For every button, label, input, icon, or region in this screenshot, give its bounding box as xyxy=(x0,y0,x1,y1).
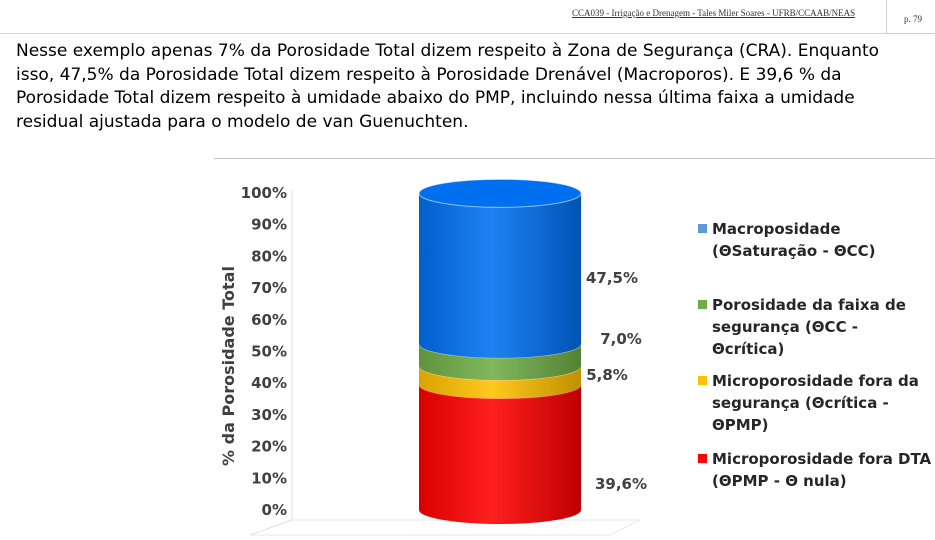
legend-label: Macroposidade (ΘSaturação - ΘCC) xyxy=(712,220,876,260)
header-divider xyxy=(0,33,886,34)
data-label: 5,8% xyxy=(586,366,628,384)
y-axis-title: % da Porosidade Total xyxy=(219,266,238,466)
y-axis-ticks: 0% 10% 20% 30% 40% 50% 60% 70% 80% 90% 100% xyxy=(241,184,287,519)
bar-segment-top xyxy=(418,178,582,208)
legend-swatch xyxy=(698,454,707,463)
legend-label: Microporosidade fora da segurança (Θcrít… xyxy=(712,372,919,434)
data-label: 7,0% xyxy=(600,330,642,348)
y-tick-label: 80% xyxy=(251,247,287,265)
bar-segment xyxy=(419,193,581,358)
header-course-reference: CCA039 - Irrigação e Drenagem - Tales Mi… xyxy=(572,8,856,18)
y-tick-label: 50% xyxy=(251,343,287,361)
data-labels: 39,6% 5,8% 7,0% 47,5% xyxy=(586,269,647,493)
bar-segment xyxy=(419,366,581,399)
data-label: 39,6% xyxy=(595,475,647,493)
y-tick-label: 60% xyxy=(251,311,287,329)
bar-stack xyxy=(418,178,582,524)
chart-floor-edge xyxy=(250,519,641,536)
legend-swatch xyxy=(698,300,707,309)
y-tick-label: 70% xyxy=(251,279,287,297)
legend-label: Porosidade da faixa de segurança (ΘCC - … xyxy=(712,296,906,358)
page-number: p. 79 xyxy=(904,14,922,24)
bar-segment xyxy=(419,343,581,381)
legend-swatch xyxy=(698,376,707,385)
y-tick-label: 90% xyxy=(251,216,287,234)
y-tick-label: 10% xyxy=(251,469,287,487)
y-tick-label: 30% xyxy=(251,406,287,424)
y-tick-label: 100% xyxy=(241,184,287,202)
y-tick-label: 0% xyxy=(262,501,287,519)
page-number-box xyxy=(886,0,935,34)
data-label: 47,5% xyxy=(586,269,638,287)
legend-label: Microporosidade fora DTA (ΘPMP - Θ nula) xyxy=(712,450,932,490)
y-tick-label: 40% xyxy=(251,374,287,392)
y-tick-label: 20% xyxy=(251,438,287,456)
body-paragraph: Nesse exemplo apenas 7% da Porosidade To… xyxy=(16,41,880,132)
bar-segment xyxy=(419,384,581,524)
legend-swatch xyxy=(698,224,707,233)
chart-top-divider xyxy=(214,158,935,159)
